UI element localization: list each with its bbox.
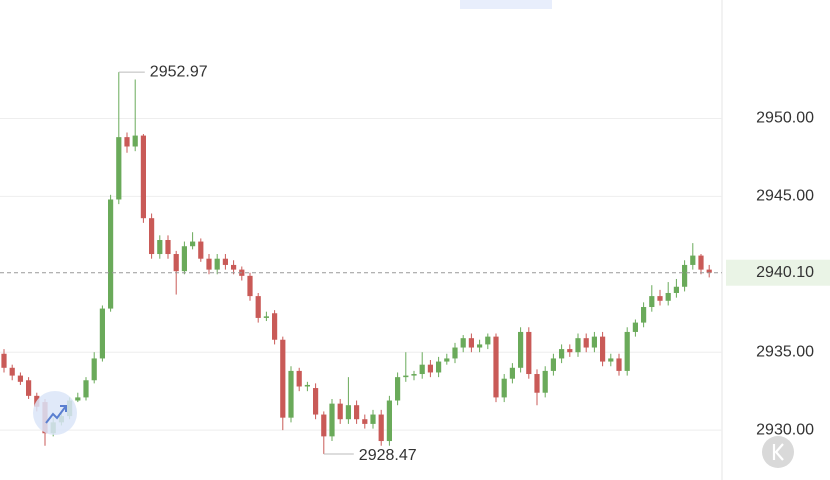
candle-body	[1, 353, 7, 368]
candle-body	[649, 296, 655, 308]
candle-body	[485, 336, 491, 345]
candle-body	[575, 338, 581, 353]
candle-body	[395, 377, 401, 401]
candle-body	[26, 380, 32, 396]
candle-body	[559, 349, 565, 359]
candle-body	[75, 397, 81, 401]
candle-body	[370, 414, 376, 424]
last-price-label: 2940.10	[756, 264, 814, 281]
candle-body	[468, 338, 474, 348]
candle-body	[436, 361, 442, 373]
candle-body	[165, 240, 171, 255]
candle-body	[337, 403, 343, 420]
candle-body	[411, 374, 417, 376]
candle-body	[526, 331, 532, 375]
candle-body	[534, 374, 540, 393]
candle-body	[124, 137, 130, 147]
candle-body	[149, 218, 155, 255]
top-tab	[460, 0, 552, 9]
candle-body	[665, 292, 671, 301]
candle-body	[140, 135, 146, 219]
candle-body	[386, 400, 392, 442]
candle-body	[616, 358, 622, 371]
candle-body	[362, 419, 368, 424]
candle-body	[9, 367, 15, 376]
candle-body	[17, 375, 23, 382]
candle-body	[657, 296, 663, 301]
candle-body	[698, 255, 704, 270]
candle-body	[91, 358, 97, 381]
candle-body	[321, 414, 327, 437]
candle-body	[632, 322, 638, 332]
candle-body	[255, 296, 261, 318]
candle-body	[509, 367, 515, 379]
draw-tool-button[interactable]	[33, 391, 77, 435]
candle-body	[345, 405, 351, 420]
high-marker-label: 2952.97	[150, 63, 208, 80]
candle-body	[116, 137, 122, 200]
candle-body	[378, 414, 384, 442]
candle-body	[600, 336, 606, 362]
candle-body	[247, 275, 253, 297]
candle-body	[673, 286, 679, 293]
candle-body	[280, 339, 286, 418]
candle-body	[296, 370, 302, 387]
candle-body	[427, 364, 433, 373]
candle-body	[329, 403, 335, 437]
candle-body	[682, 264, 688, 287]
candle-body	[313, 388, 319, 415]
candle-body	[403, 375, 409, 378]
candle-body	[641, 307, 647, 323]
candle-body	[583, 338, 589, 348]
candle-body	[206, 258, 212, 270]
candle-body	[690, 255, 696, 265]
y-tick-label: 2950.00	[756, 110, 814, 127]
candle-body	[493, 336, 499, 398]
candle-body	[288, 370, 294, 418]
candle-body	[419, 364, 425, 375]
candle-body	[272, 313, 278, 340]
candle-body	[518, 331, 524, 368]
candle-body	[181, 246, 187, 272]
collapse-button[interactable]	[762, 436, 794, 468]
candle-body	[460, 338, 466, 348]
candle-body	[263, 316, 269, 318]
candle-body	[198, 241, 204, 259]
draw-tool-icon	[45, 405, 67, 424]
candle-body	[591, 336, 597, 348]
candle-body	[354, 405, 360, 420]
candle-body	[706, 269, 712, 273]
candle-body	[444, 358, 450, 362]
candle-body	[542, 370, 548, 393]
last-price-box	[726, 259, 830, 286]
candle-body	[157, 240, 163, 255]
candle-body	[608, 358, 614, 362]
candle-body	[452, 347, 458, 359]
candle-body	[108, 199, 114, 309]
candle-body	[501, 378, 507, 398]
candle-body	[222, 258, 228, 265]
collapse-icon	[772, 443, 784, 461]
y-tick-label: 2935.00	[756, 343, 814, 360]
candle-body	[477, 344, 483, 348]
y-tick-label: 2930.00	[756, 421, 814, 438]
candle-body	[190, 241, 196, 247]
candle-body	[567, 349, 573, 353]
candle-body	[173, 254, 179, 272]
y-tick-label: 2945.00	[756, 188, 814, 205]
candle-body	[132, 135, 138, 147]
low-marker-label: 2928.47	[359, 447, 417, 464]
candle-body	[550, 358, 556, 371]
candle-body	[99, 308, 105, 359]
candle-body	[304, 384, 310, 387]
candle-body	[83, 380, 89, 398]
candle-body	[214, 258, 220, 270]
candle-body	[624, 331, 630, 371]
candle-body	[231, 264, 237, 270]
